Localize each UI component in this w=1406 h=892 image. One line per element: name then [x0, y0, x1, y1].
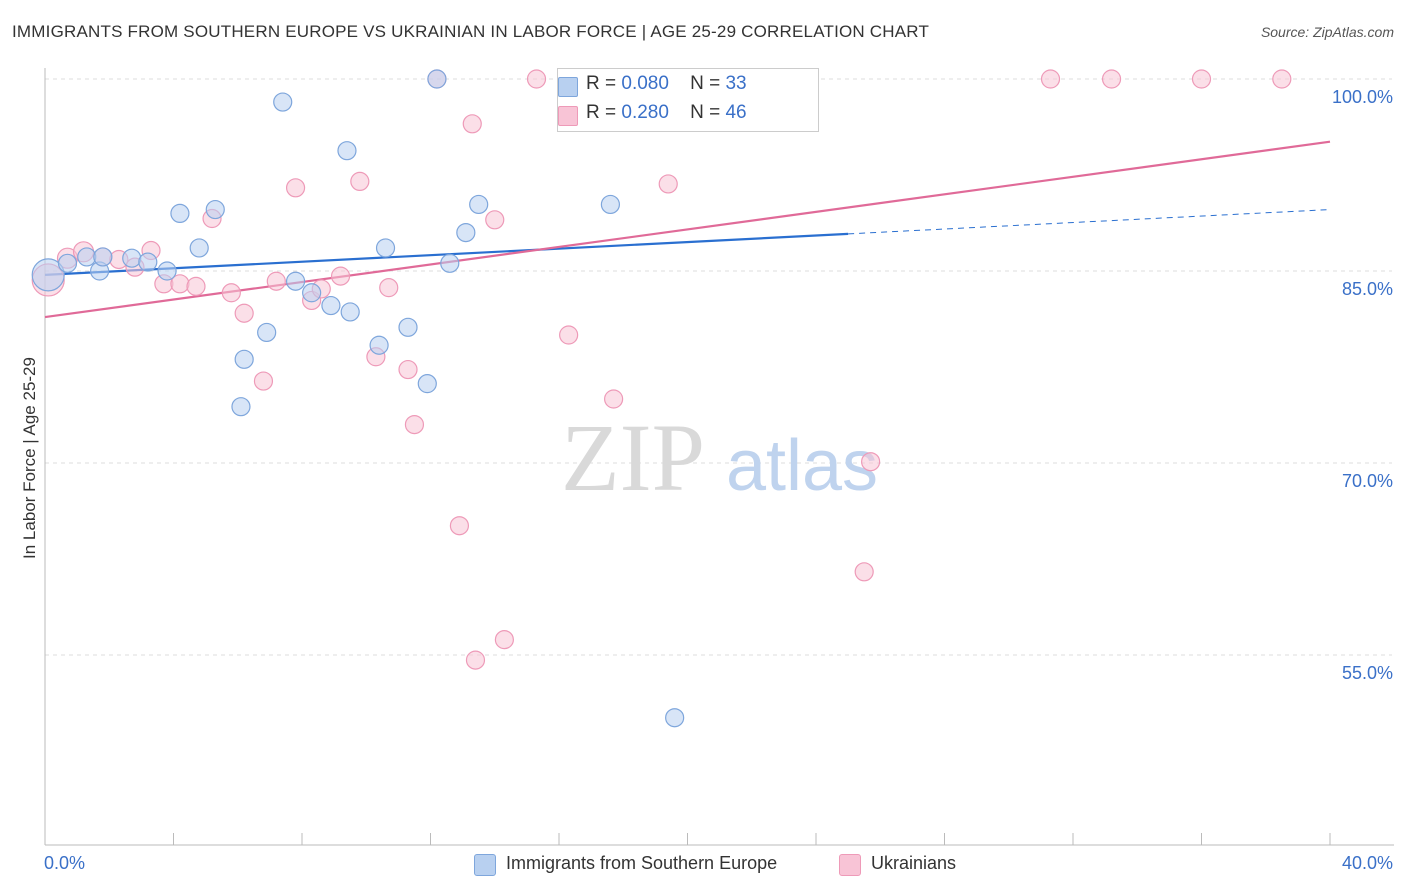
point-southern-europe — [157, 261, 177, 281]
point-southern-europe — [93, 247, 113, 267]
legend-swatch-blue — [474, 854, 496, 876]
point-ukrainians — [330, 266, 351, 286]
point-ukrainians — [485, 210, 505, 230]
x-tick-label: 40.0% — [1342, 853, 1393, 873]
stat-r-value: 0.080 — [621, 73, 669, 94]
stats-row-pink: R = 0.280 N = 46 — [558, 102, 747, 126]
point-ukrainians — [1101, 69, 1122, 89]
point-southern-europe — [369, 335, 389, 355]
point-southern-europe — [427, 69, 447, 89]
point-ukrainians — [1191, 69, 1212, 89]
point-southern-europe — [31, 258, 65, 292]
point-southern-europe — [321, 295, 341, 316]
point-ukrainians — [404, 415, 425, 435]
point-ukrainians — [462, 114, 482, 134]
point-ukrainians — [285, 178, 306, 198]
stat-r-label: R = — [586, 73, 617, 94]
y-tick-label: 100.0% — [1332, 87, 1393, 107]
watermark-atlas: atlas — [726, 426, 878, 506]
stat-r-value: 0.280 — [621, 102, 669, 123]
point-ukrainians — [1040, 69, 1061, 89]
source-label: Source: ZipAtlas.com — [1260, 24, 1394, 40]
tick-label-layer: 100.0% 85.0% 70.0% 55.0% 0.0% 40.0% — [44, 87, 1393, 873]
point-southern-europe — [231, 397, 251, 417]
stat-n-value: 33 — [725, 73, 747, 94]
point-southern-europe — [77, 247, 97, 267]
point-southern-europe — [469, 194, 489, 215]
point-ukrainians — [398, 359, 418, 380]
point-ukrainians — [350, 171, 370, 191]
point-ukrainians — [379, 278, 399, 298]
stats-swatch-blue — [558, 77, 578, 97]
point-ukrainians — [449, 516, 470, 536]
legend: Immigrants from Southern Europe Ukrainia… — [0, 852, 1406, 878]
point-ukrainians — [854, 562, 874, 582]
point-southern-europe — [189, 238, 209, 258]
point-southern-europe — [600, 194, 621, 215]
point-southern-europe — [234, 349, 254, 369]
point-ukrainians — [186, 276, 206, 296]
point-southern-europe — [337, 141, 357, 161]
point-southern-europe — [440, 253, 460, 273]
stats-row-blue: R = 0.080 N = 33 — [558, 73, 747, 97]
trend-line-ukrainians — [44, 140, 1331, 319]
point-southern-europe — [205, 199, 225, 220]
trend-line-southern-europe-extension — [848, 209, 1331, 235]
axis-layer — [44, 68, 1394, 846]
point-southern-europe — [398, 317, 418, 337]
point-southern-europe — [417, 374, 437, 394]
point-ukrainians — [658, 174, 678, 194]
point-ukrainians — [861, 452, 881, 472]
point-southern-europe — [375, 238, 396, 258]
legend-swatch-pink — [839, 854, 861, 876]
point-ukrainians — [559, 325, 579, 345]
point-southern-europe — [170, 203, 190, 223]
watermark: ZIP atlas — [561, 404, 878, 511]
point-ukrainians — [1272, 69, 1292, 89]
chart-title: IMMIGRANTS FROM SOUTHERN EUROPE VS UKRAI… — [12, 22, 930, 41]
legend-label: Immigrants from Southern Europe — [506, 853, 778, 873]
point-ukrainians — [604, 389, 624, 409]
point-southern-europe — [122, 248, 142, 268]
point-ukrainians — [465, 650, 486, 670]
stat-r-label: R = — [586, 102, 617, 123]
point-southern-europe — [302, 283, 322, 303]
point-ukrainians — [253, 371, 274, 391]
y-tick-label: 55.0% — [1342, 663, 1393, 683]
stat-n-label: N = — [690, 102, 721, 123]
point-ukrainians — [494, 630, 514, 650]
point-southern-europe — [138, 252, 158, 272]
point-southern-europe — [665, 708, 685, 728]
y-tick-label: 85.0% — [1342, 279, 1393, 299]
stat-n-value: 46 — [725, 102, 747, 123]
point-southern-europe — [285, 271, 306, 291]
y-tick-label: 70.0% — [1342, 471, 1393, 491]
stats-swatch-pink — [558, 106, 578, 126]
point-ukrainians — [221, 283, 241, 303]
point-southern-europe — [273, 92, 293, 112]
point-ukrainians — [266, 271, 286, 291]
stat-n-label: N = — [690, 73, 721, 94]
stats-box: R = 0.080 N = 33 R = 0.280 N = 46 — [557, 68, 819, 132]
legend-label: Ukrainians — [871, 853, 957, 873]
x-tick-label: 0.0% — [44, 853, 85, 873]
point-southern-europe — [340, 302, 360, 322]
point-ukrainians — [234, 303, 254, 323]
point-ukrainians — [526, 69, 547, 89]
point-southern-europe — [257, 322, 277, 343]
point-southern-europe — [57, 253, 78, 273]
points-layer — [31, 69, 1292, 728]
watermark-zip: ZIP — [561, 404, 705, 511]
point-southern-europe — [456, 223, 476, 243]
